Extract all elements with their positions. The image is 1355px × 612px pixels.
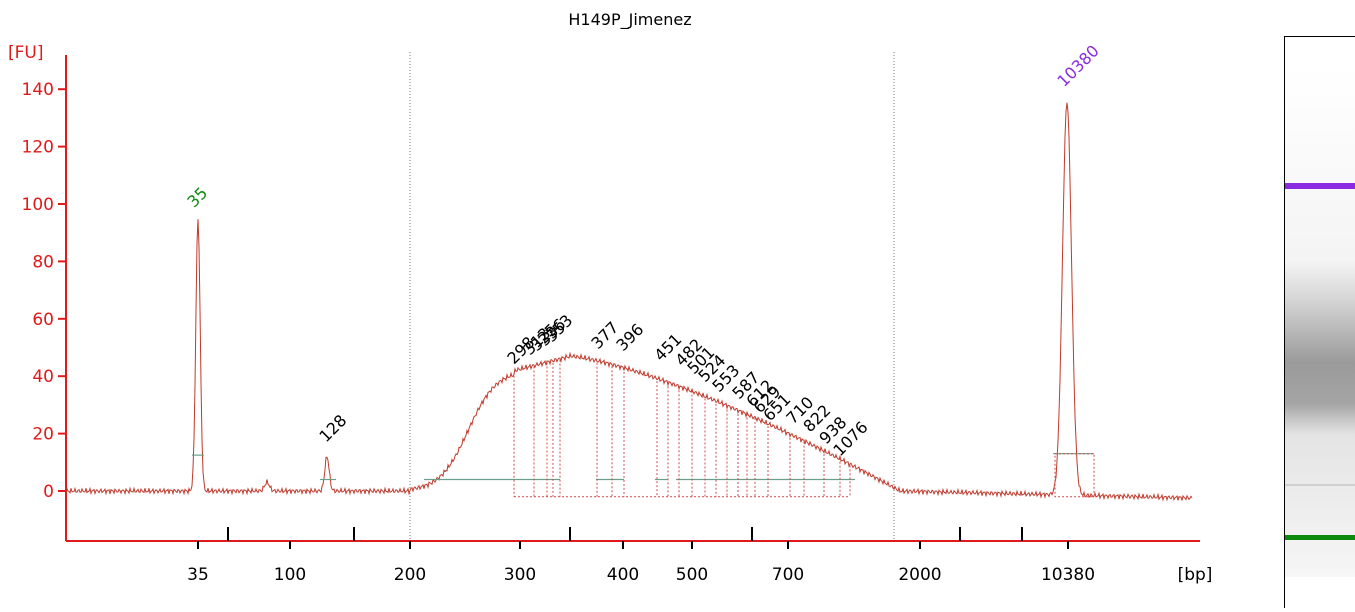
gel-smear: [1285, 67, 1355, 577]
lower-marker-band: [1285, 535, 1355, 540]
chart-title: H149P_Jimenez: [568, 10, 691, 30]
x-tick-label: 400: [607, 565, 639, 585]
electropherogram-trace: [65, 102, 1193, 502]
x-tick-label: 10380: [1041, 565, 1095, 585]
x-tick-label: 2000: [898, 565, 941, 585]
x-tick-label: 200: [394, 565, 426, 585]
marker-label: 10380: [1053, 41, 1102, 90]
y-tick-label: 0: [43, 482, 54, 502]
y-tick-label: 120: [22, 138, 54, 158]
x-axis-label: [bp]: [1178, 565, 1213, 585]
gel-image-panel: [1284, 36, 1355, 608]
upper-marker-region: [1054, 453, 1095, 498]
x-tick-label: 700: [772, 565, 804, 585]
y-tick-label: 80: [32, 252, 54, 272]
y-tick-label: 40: [32, 367, 54, 387]
peak-label: 128: [315, 411, 350, 446]
x-tick-label: 500: [676, 565, 708, 585]
x-tick-label: 300: [504, 565, 536, 585]
y-tick-label: 60: [32, 310, 54, 330]
upper-marker-band: [1285, 183, 1355, 189]
x-tick-label: 35: [187, 565, 209, 585]
peak-label: 396: [612, 320, 647, 355]
y-tick-label: 100: [22, 195, 54, 215]
y-tick-label: 140: [22, 80, 54, 100]
x-tick-label: 100: [274, 565, 306, 585]
marker-label: 35: [183, 183, 211, 211]
plot-area: 0 20 40 60 80 100 120 140 35 100 200 300 400 500 700 20…: [22, 41, 1200, 585]
gel-lane: [1285, 67, 1355, 577]
fragment-band: [1285, 484, 1355, 486]
y-tick-label: 20: [32, 425, 54, 445]
electropherogram-chart: H149P_Jimenez [FU] [bp] 0 20 40 60 80 100 120 1…: [8, 10, 1213, 585]
y-axis-label: [FU]: [8, 43, 44, 63]
